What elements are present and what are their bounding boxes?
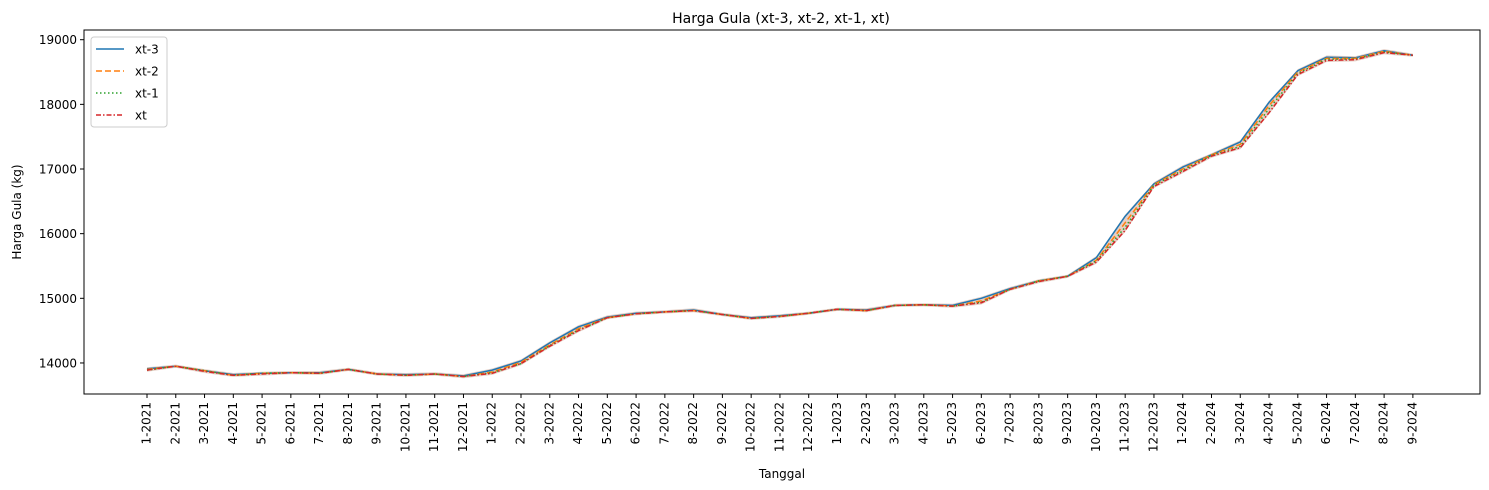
y-axis-label: Harga Gula (kg) <box>10 164 24 259</box>
x-tick-label: 1-2023 <box>830 402 844 445</box>
legend-label-xt-3: xt-3 <box>135 43 159 57</box>
chart-title: Harga Gula (xt-3, xt-2, xt-1, xt) <box>672 11 890 27</box>
legend-label-xt-2: xt-2 <box>135 65 159 79</box>
x-tick-label: 6-2022 <box>629 402 643 445</box>
x-tick-label: 5-2022 <box>600 402 614 445</box>
x-tick-label: 3-2022 <box>542 402 556 445</box>
x-tick-label: 6-2023 <box>974 402 988 445</box>
x-tick-label: 10-2022 <box>744 402 758 452</box>
x-tick-label: 11-2021 <box>427 402 441 452</box>
y-axis: 14000 15000 16000 17000 18000 19000 <box>39 33 84 370</box>
legend: xt-3 xt-2 xt-1 xt <box>90 36 168 128</box>
x-tick-label: 6-2024 <box>1319 402 1333 445</box>
x-tick-label: 11-2023 <box>1118 402 1132 452</box>
x-tick-label: 3-2023 <box>888 402 902 445</box>
x-tick-label: 3-2021 <box>197 402 211 445</box>
x-tick-label: 7-2021 <box>312 402 326 445</box>
x-tick-label: 7-2024 <box>1348 402 1362 445</box>
x-tick-label: 12-2021 <box>456 402 470 452</box>
y-tick-label: 19000 <box>39 33 77 47</box>
x-tick-label: 12-2022 <box>801 402 815 452</box>
series-line-xt <box>146 51 1413 378</box>
x-tick-label: 2-2024 <box>1204 402 1218 445</box>
legend-frame <box>90 36 168 128</box>
x-tick-label: 12-2023 <box>1146 402 1160 452</box>
x-tick-label: 8-2024 <box>1377 402 1391 445</box>
x-tick-label: 3-2024 <box>1233 402 1247 445</box>
x-tick-label: 1-2022 <box>485 402 499 445</box>
x-tick-label: 4-2022 <box>571 402 585 445</box>
x-tick-label: 1-2021 <box>140 402 154 445</box>
x-tick-label: 5-2023 <box>945 402 959 445</box>
y-tick-label: 15000 <box>39 292 77 306</box>
legend-label-xt: xt <box>135 109 147 123</box>
x-tick-label: 6-2021 <box>283 402 297 445</box>
x-tick-label: 2-2023 <box>859 402 873 445</box>
x-tick-label: 9-2024 <box>1405 402 1419 445</box>
x-tick-label: 8-2021 <box>341 402 355 445</box>
x-tick-label: 4-2021 <box>226 402 240 445</box>
x-tick-label: 7-2022 <box>657 402 671 445</box>
y-tick-label: 16000 <box>39 227 77 241</box>
series-band <box>147 49 1413 379</box>
x-tick-label: 10-2021 <box>398 402 412 452</box>
y-tick-label: 18000 <box>39 98 77 112</box>
x-tick-label: 1-2024 <box>1175 402 1189 445</box>
series-lines <box>146 49 1414 378</box>
x-axis-label: Tanggal <box>758 467 805 481</box>
y-tick-label: 17000 <box>39 163 77 177</box>
x-tick-label: 8-2023 <box>1031 402 1045 445</box>
x-tick-label: 11-2022 <box>772 402 786 452</box>
x-tick-label: 9-2022 <box>715 402 729 445</box>
y-tick-label: 14000 <box>39 356 77 370</box>
x-tick-label: 2-2022 <box>514 402 528 445</box>
x-tick-label: 5-2024 <box>1290 402 1304 445</box>
x-tick-label: 5-2021 <box>255 402 269 445</box>
legend-label-xt-1: xt-1 <box>135 87 159 101</box>
x-tick-label: 9-2023 <box>1060 402 1074 445</box>
x-tick-label: 4-2023 <box>916 402 930 445</box>
x-tick-label: 7-2023 <box>1003 402 1017 445</box>
x-tick-label: 4-2024 <box>1262 402 1276 445</box>
x-tick-label: 8-2022 <box>686 402 700 445</box>
x-tick-label: 10-2023 <box>1089 402 1103 452</box>
x-axis: 1-2021 2-2021 3-2021 4-2021 5-2021 6-2021 7-20… <box>140 394 1419 452</box>
x-tick-label: 9-2021 <box>370 402 384 445</box>
plot-frame <box>83 29 1481 395</box>
x-tick-label: 2-2021 <box>168 402 182 445</box>
confidence-bands <box>147 49 1413 379</box>
